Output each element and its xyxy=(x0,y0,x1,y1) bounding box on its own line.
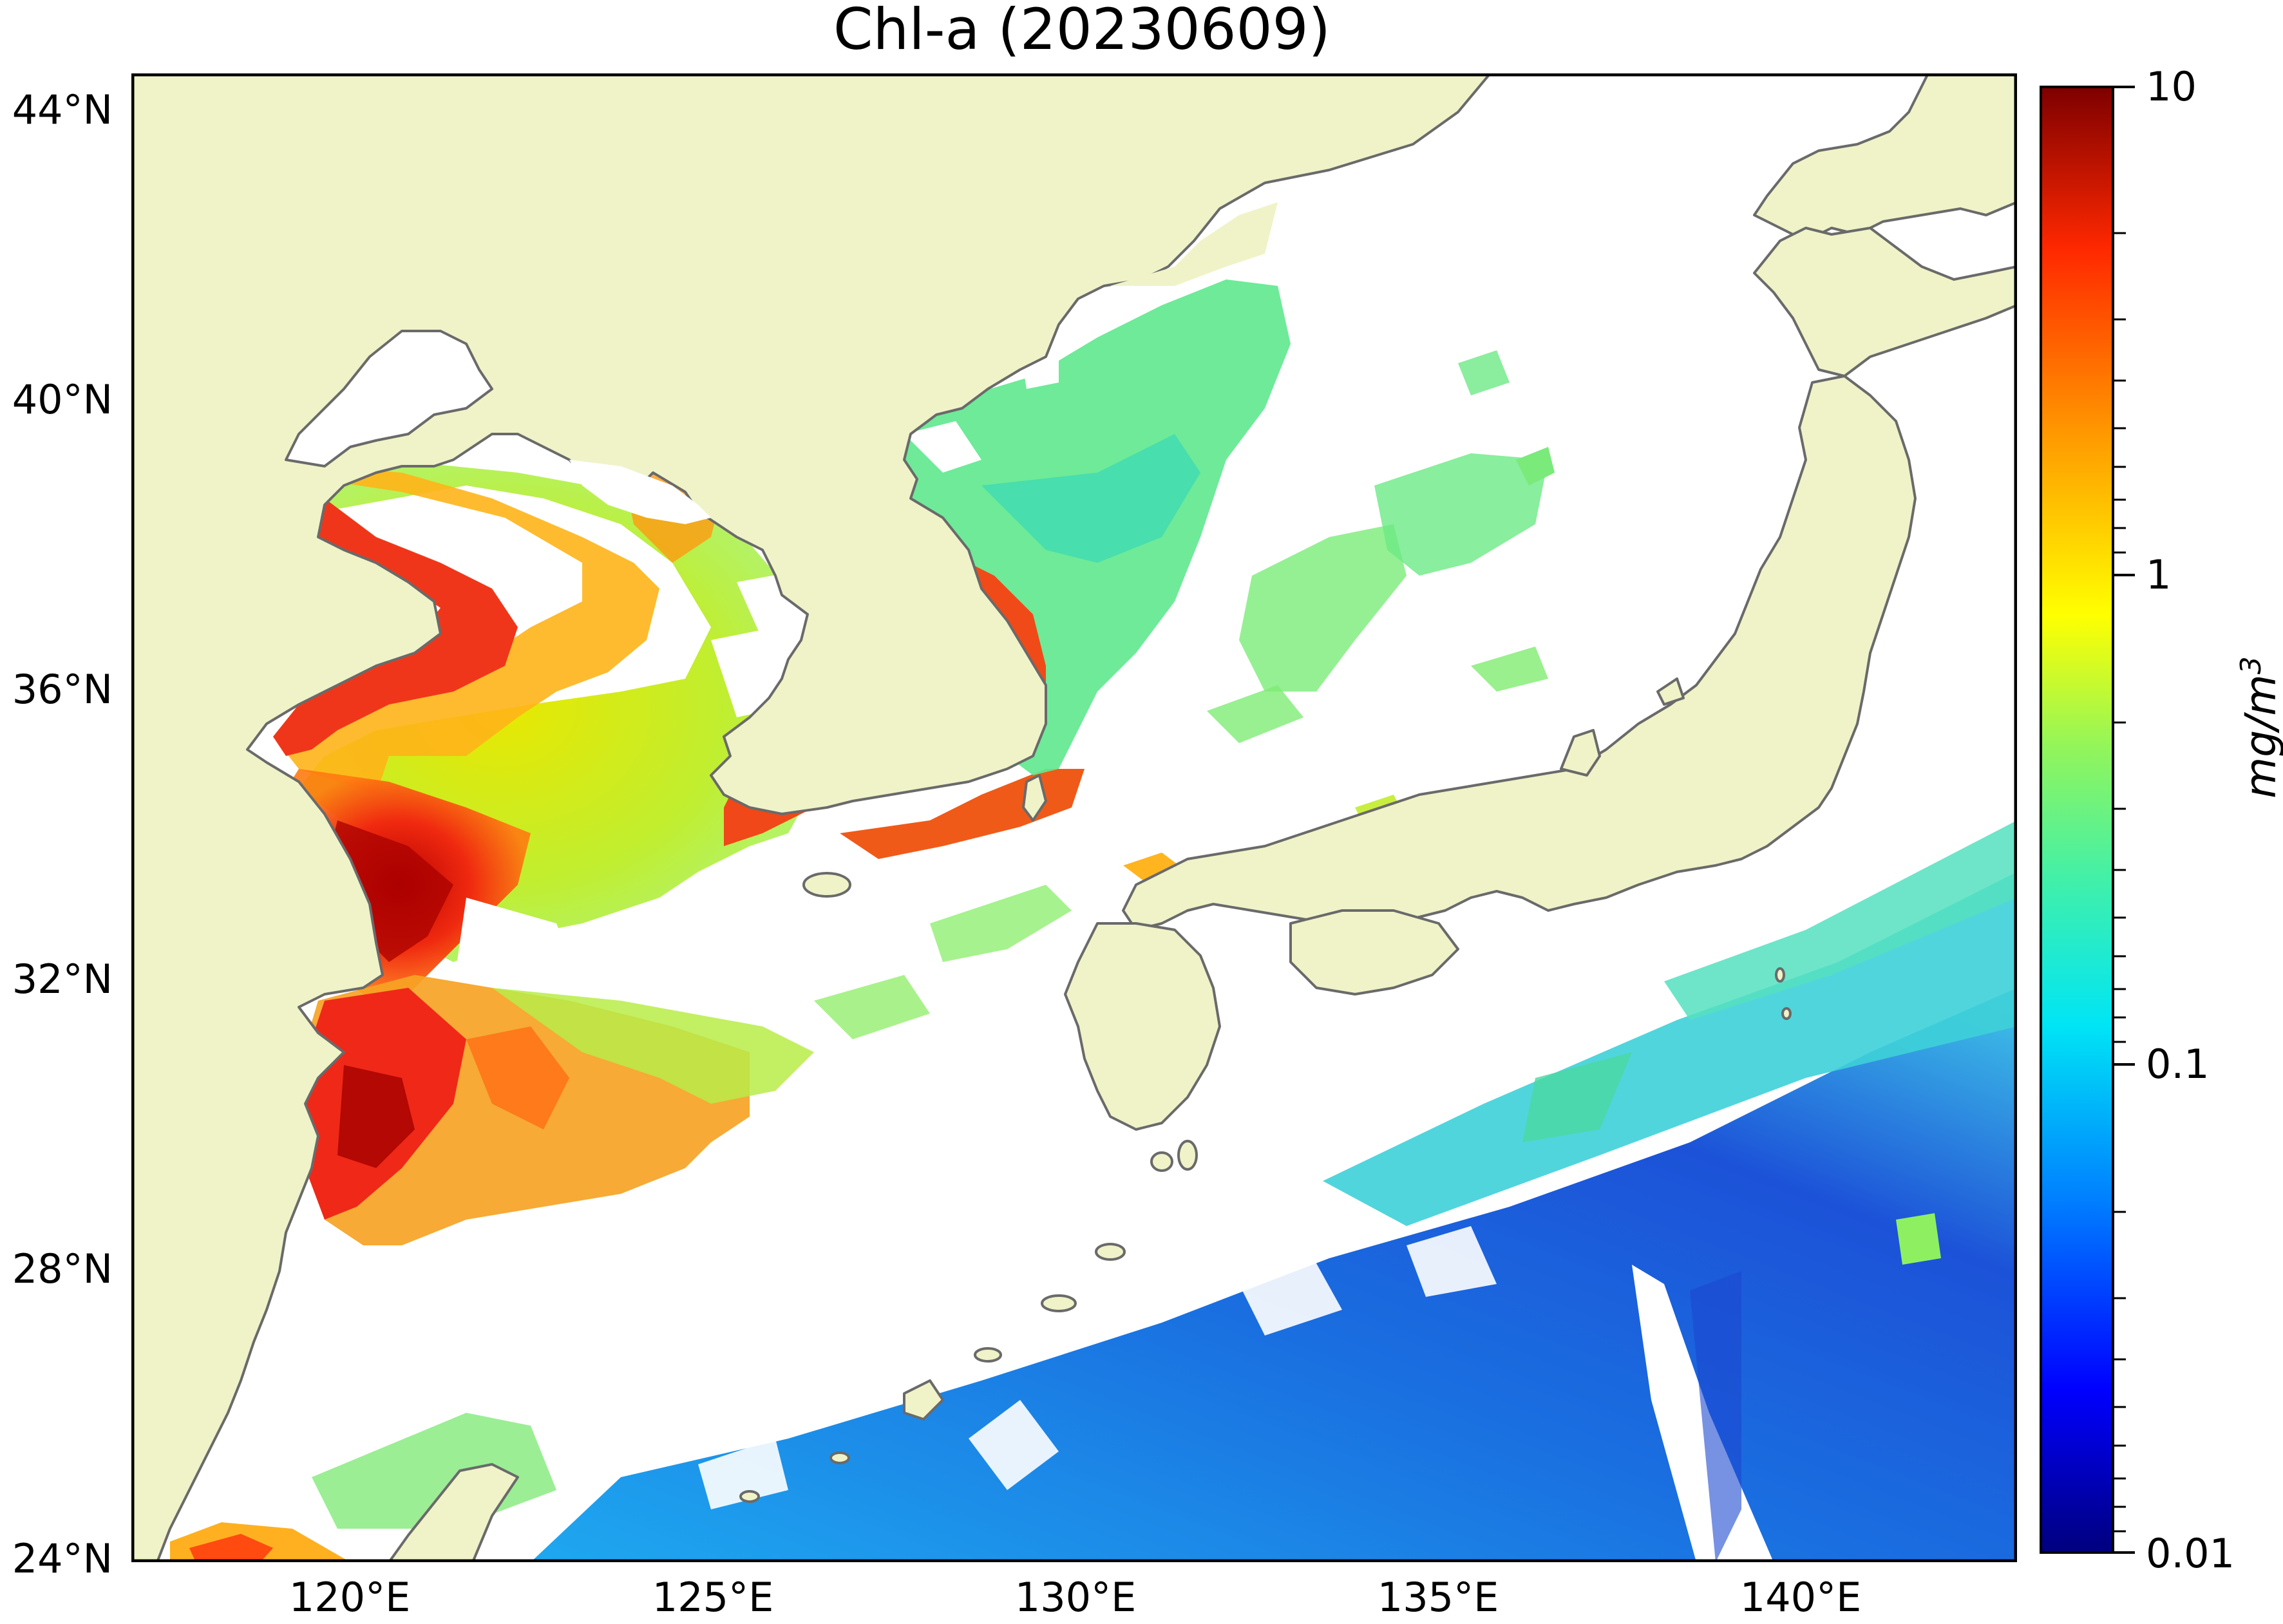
lon-label: 140°E xyxy=(1739,1574,1862,1621)
chlorophyll-map xyxy=(131,73,2017,1562)
map-title: Chl-a (20230609) xyxy=(833,0,1331,62)
colorbar-ticks xyxy=(2114,86,2135,1554)
lat-label: 40°N xyxy=(12,376,113,423)
lat-label: 44°N xyxy=(12,86,113,133)
lon-label: 130°E xyxy=(1014,1574,1137,1621)
lon-label: 120°E xyxy=(289,1574,411,1621)
lon-label: 135°E xyxy=(1377,1574,1499,1621)
lat-label: 36°N xyxy=(12,666,113,713)
lat-label: 32°N xyxy=(12,956,113,1003)
colorbar-tick-label: 1 xyxy=(2146,551,2172,598)
lon-label: 125°E xyxy=(652,1574,774,1621)
lat-label: 24°N xyxy=(12,1535,113,1582)
colorbar-unit-exponent: 3 xyxy=(2235,656,2268,675)
lat-label: 28°N xyxy=(12,1245,113,1292)
colorbar-unit-base: mg/m xyxy=(2236,674,2283,798)
colorbar-unit: mg/m3 xyxy=(2235,656,2283,798)
colorbar xyxy=(2040,86,2114,1554)
colorbar-tick-label: 0.01 xyxy=(2146,1530,2235,1577)
colorbar-tick-label: 0.1 xyxy=(2146,1041,2210,1088)
colorbar-tick-label: 10 xyxy=(2146,63,2197,110)
